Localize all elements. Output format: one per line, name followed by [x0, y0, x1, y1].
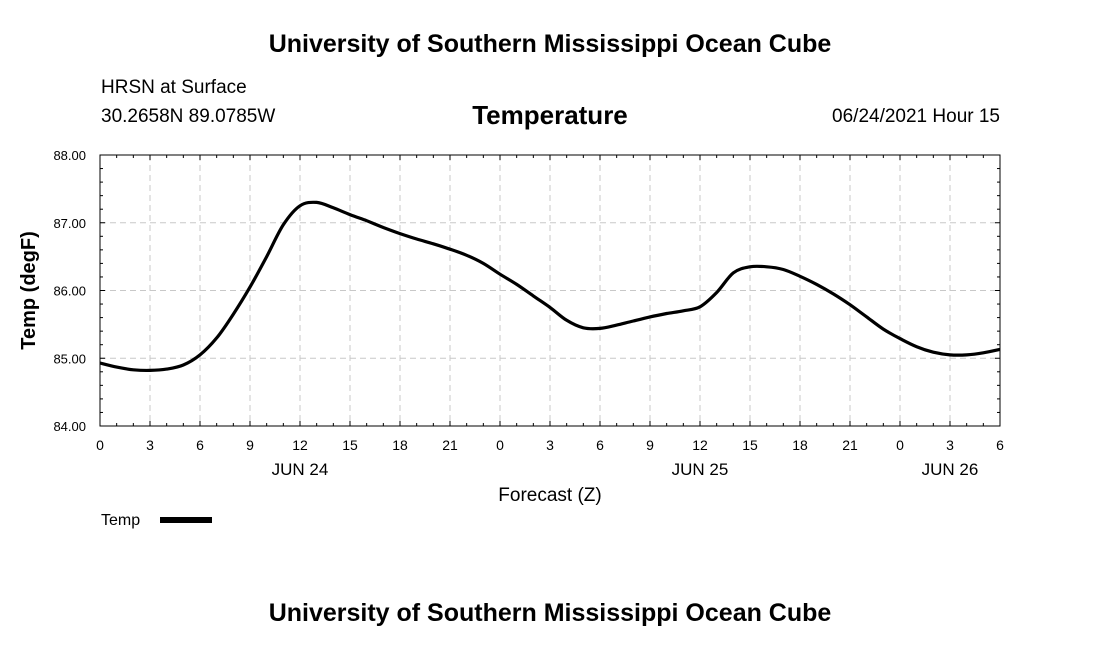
legend-label: Temp: [101, 512, 140, 529]
x-tick-label: 18: [392, 437, 408, 453]
forecast-datetime: 06/24/2021 Hour 15: [832, 106, 1000, 127]
date-label: JUN 24: [272, 460, 329, 479]
date-label: JUN 26: [922, 460, 979, 479]
grid-layer: [100, 155, 1000, 426]
x-tick-label: 3: [146, 437, 154, 453]
x-tick-label: 21: [442, 437, 458, 453]
x-tick-label: 3: [946, 437, 954, 453]
date-label: JUN 25: [672, 460, 729, 479]
x-tick-label: 12: [292, 437, 308, 453]
x-tick-label: 9: [646, 437, 654, 453]
legend-layer: Temp: [101, 512, 212, 529]
series-layer: [99, 200, 1001, 373]
x-tick-label: 12: [692, 437, 708, 453]
series-line-temp: [99, 200, 1001, 373]
x-tick-label: 0: [496, 437, 504, 453]
y-tick-label: 85.00: [53, 351, 86, 366]
y-tick-label: 86.00: [53, 284, 86, 299]
x-tick-label: 0: [896, 437, 904, 453]
station-label: HRSN at Surface: [101, 77, 247, 98]
y-axis-title: Temp (degF): [18, 231, 40, 350]
x-tick-label: 15: [342, 437, 358, 453]
y-tick-label: 88.00: [53, 148, 86, 163]
y-tick-label: 84.00: [53, 419, 86, 434]
x-tick-label: 18: [792, 437, 808, 453]
x-tick-label: 21: [842, 437, 858, 453]
x-axis-title: Forecast (Z): [498, 485, 601, 506]
x-tick-label: 15: [742, 437, 758, 453]
x-tick-label: 6: [196, 437, 204, 453]
variable-title: Temperature: [472, 100, 628, 130]
x-tick-label: 3: [546, 437, 554, 453]
y-tick-label: 87.00: [53, 216, 86, 231]
station-coordinates: 30.2658N 89.0785W: [101, 106, 276, 127]
x-tick-label: 0: [96, 437, 104, 453]
x-tick-label: 9: [246, 437, 254, 453]
top-title: University of Southern Mississippi Ocean…: [268, 30, 832, 58]
tick-layer: [99, 154, 1001, 427]
x-tick-label: 6: [596, 437, 604, 453]
label-layer: 0 3 6 9 12 15 18 21 0 3 6 9 12 15 18 21 0 3 6 84.00 85.00 86.…: [18, 148, 1004, 506]
bottom-title: University of Southern Mississippi Ocean…: [268, 599, 832, 627]
x-tick-label: 6: [996, 437, 1004, 453]
